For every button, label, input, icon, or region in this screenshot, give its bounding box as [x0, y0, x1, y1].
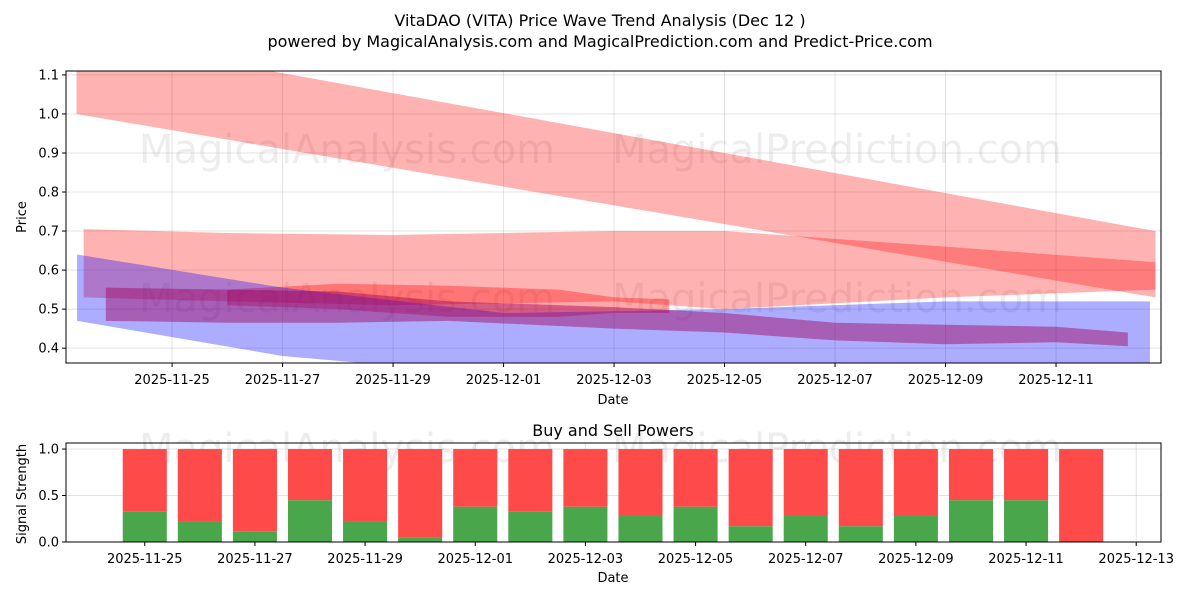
sell-bar [783, 449, 828, 516]
x-tick-label: 2025-12-05 [687, 373, 763, 388]
red-core-band [227, 283, 670, 317]
x-tick-label: 2025-12-11 [1018, 373, 1094, 388]
buy-bar [453, 506, 498, 542]
y-tick-label: 1.0 [38, 107, 59, 122]
y-tick-label: 0.4 [38, 342, 59, 357]
buy-bar [728, 526, 773, 542]
chart-title: VitaDAO (VITA) Price Wave Trend Analysis… [394, 11, 805, 30]
x-tick-label: 2025-12-07 [768, 552, 844, 567]
y-tick-label: 1.1 [38, 68, 59, 83]
sell-bar [1004, 449, 1049, 501]
sell-bar [728, 449, 773, 527]
bands-group [76, 71, 1156, 363]
y-tick-label: 0.9 [38, 146, 59, 161]
watermark-1: MagicalAnalysis.com [139, 127, 555, 173]
x-tick-label: 2025-11-29 [355, 373, 431, 388]
buy-bar [343, 521, 388, 542]
sell-bar [838, 449, 883, 527]
x-tick-label: 2025-12-11 [988, 552, 1064, 567]
sell-bar [508, 449, 553, 512]
buy-bar [783, 515, 828, 542]
y-tick-label: 0.8 [38, 186, 59, 201]
buy-bar [508, 511, 553, 542]
sell-bar [673, 449, 718, 507]
chart-subtitle: powered by MagicalAnalysis.com and Magic… [267, 32, 932, 51]
sell-bar [453, 449, 498, 507]
buy-bar [287, 500, 333, 542]
x-tick-label: 2025-12-03 [548, 552, 624, 567]
sell-bar [177, 449, 222, 522]
y-tick-label: 0.7 [38, 225, 59, 240]
buy-bar [618, 515, 663, 542]
x-tick-label: 2025-12-07 [797, 373, 873, 388]
x-tick-label: 2025-11-25 [107, 552, 183, 567]
sell-bar [343, 449, 388, 522]
sell-bar [893, 449, 938, 516]
buy-bar [122, 511, 167, 542]
top-x-axis-label: Date [597, 393, 628, 408]
x-tick-label: 2025-12-09 [908, 373, 984, 388]
buy-bar [563, 506, 608, 542]
buy-bar [948, 500, 994, 542]
buy-bar [398, 537, 443, 542]
buy-bar [838, 526, 883, 542]
purple-core-band [105, 287, 1128, 347]
watermark-4: MagicalPrediction.com [612, 276, 1062, 322]
bottom-x-axis-label: Date [597, 571, 628, 586]
buy-bar [232, 531, 277, 542]
buy-bar [177, 521, 222, 542]
bottom-y-axis-label: Signal Strength [15, 444, 30, 544]
sell-bar [618, 449, 663, 516]
watermark-3: MagicalAnalysis.com [139, 276, 555, 322]
sell-bar [398, 449, 443, 538]
watermark-2: MagicalPrediction.com [612, 127, 1062, 173]
y-tick-label: 0.0 [38, 536, 59, 551]
x-tick-label: 2025-11-25 [134, 373, 210, 388]
x-tick-label: 2025-12-03 [576, 373, 652, 388]
y-tick-label: 0.6 [38, 264, 59, 279]
buy-bar [1004, 500, 1049, 542]
x-tick-label: 2025-11-29 [327, 552, 403, 567]
x-tick-label: 2025-12-09 [878, 552, 954, 567]
top-y-axis-label: Price [15, 201, 30, 233]
y-tick-label: 0.5 [38, 303, 59, 318]
upper-red-band [76, 71, 1156, 298]
middle-red-band [83, 229, 1156, 310]
sell-bar [1059, 449, 1104, 542]
sell-bar [563, 449, 608, 507]
x-tick-label: 2025-12-13 [1098, 552, 1174, 567]
x-tick-label: 2025-12-05 [658, 552, 734, 567]
x-tick-label: 2025-12-01 [437, 552, 513, 567]
y-tick-label: 0.5 [38, 489, 59, 504]
x-tick-label: 2025-12-01 [466, 373, 542, 388]
buy-bar [673, 506, 718, 542]
plot-frame [65, 442, 1162, 543]
sell-bar [122, 449, 167, 512]
sell-bar [287, 449, 333, 501]
y-tick-label: 1.0 [38, 443, 59, 458]
x-tick-label: 2025-11-27 [217, 552, 293, 567]
blue-band [77, 254, 1150, 363]
buy-bar [893, 515, 938, 542]
sell-bar [948, 449, 994, 501]
plot-frame [65, 70, 1162, 364]
x-tick-label: 2025-11-27 [245, 373, 321, 388]
sell-bar [232, 449, 277, 532]
bottom-chart-title: Buy and Sell Powers [532, 421, 694, 440]
